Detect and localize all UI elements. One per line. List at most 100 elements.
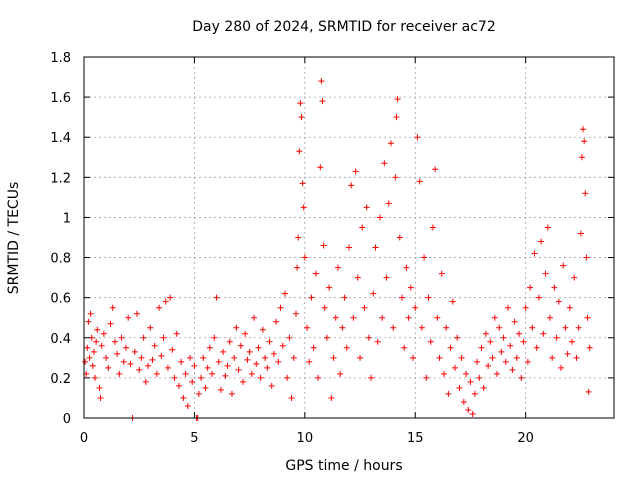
data-point — [264, 364, 271, 371]
data-point — [164, 364, 171, 371]
data-point — [182, 370, 189, 377]
data-point — [319, 98, 326, 105]
data-point — [301, 254, 308, 261]
data-point — [502, 358, 509, 365]
data-point — [244, 356, 251, 363]
data-point — [131, 348, 138, 355]
data-point — [268, 382, 275, 389]
data-point — [334, 264, 341, 271]
data-point — [438, 270, 445, 277]
data-point — [560, 262, 567, 269]
data-point — [246, 348, 253, 355]
data-point — [531, 250, 538, 257]
data-point — [295, 234, 302, 241]
y-tick-labels: 0 0.2 0.4 0.6 0.8 1 1.2 1.4 1.6 1.8 — [50, 51, 71, 427]
y-tick-label: 1 — [63, 211, 71, 226]
x-tick-label: 5 — [190, 431, 198, 446]
data-point — [476, 374, 483, 381]
data-point — [520, 338, 527, 345]
data-point — [318, 78, 325, 85]
data-point — [381, 160, 388, 167]
data-point — [535, 294, 542, 301]
data-point — [253, 360, 260, 367]
data-point — [308, 294, 315, 301]
data-point — [187, 354, 193, 361]
data-point — [478, 344, 485, 351]
data-point — [198, 374, 205, 381]
grid-lines — [84, 57, 614, 418]
data-point — [184, 402, 191, 409]
data-point — [361, 304, 368, 311]
data-point — [339, 324, 346, 331]
data-point — [359, 224, 366, 231]
data-point — [374, 338, 381, 345]
data-point — [562, 324, 569, 331]
data-point — [297, 100, 304, 107]
data-point — [357, 354, 364, 361]
data-point — [412, 304, 419, 311]
data-point — [167, 294, 174, 301]
data-point — [337, 370, 344, 377]
data-point — [300, 204, 307, 211]
data-point — [416, 178, 423, 185]
data-point — [156, 304, 163, 311]
data-point — [281, 290, 288, 297]
data-point — [92, 374, 99, 381]
data-point — [89, 362, 96, 369]
data-point — [231, 354, 238, 361]
data-point — [173, 330, 180, 337]
data-point — [87, 310, 94, 317]
data-point — [485, 362, 492, 369]
data-point — [445, 390, 452, 397]
data-point — [140, 334, 147, 341]
data-point — [237, 342, 244, 349]
data-point — [217, 386, 224, 393]
data-point — [275, 358, 282, 365]
data-point — [399, 294, 405, 301]
data-point — [86, 354, 93, 361]
data-point — [454, 334, 461, 341]
data-point — [122, 344, 129, 351]
data-point — [365, 334, 372, 341]
data-point — [93, 338, 100, 345]
data-point — [330, 354, 337, 361]
data-point — [151, 342, 158, 349]
y-tick-label: 0.6 — [50, 292, 71, 307]
x-tick-label: 0 — [80, 431, 88, 446]
data-point — [251, 314, 258, 321]
data-point — [491, 314, 498, 321]
data-point — [206, 344, 213, 351]
data-point — [98, 342, 105, 349]
data-point — [323, 334, 330, 341]
data-point — [578, 154, 585, 161]
data-point — [242, 330, 249, 337]
data-point — [107, 320, 114, 327]
data-point — [169, 346, 176, 353]
data-point — [111, 338, 118, 345]
chart-title: Day 280 of 2024, SRMTID for receiver ac7… — [192, 19, 496, 35]
data-point — [511, 318, 518, 325]
data-point — [240, 378, 246, 385]
data-point — [544, 224, 551, 231]
data-point — [195, 390, 202, 397]
data-point — [524, 358, 531, 365]
data-point — [235, 366, 242, 373]
data-point — [540, 330, 547, 337]
data-point — [96, 384, 103, 391]
data-point — [460, 398, 467, 405]
data-point — [299, 180, 306, 187]
data-point — [298, 114, 305, 121]
data-point — [368, 374, 375, 381]
data-point — [379, 314, 386, 321]
data-point — [496, 324, 503, 331]
data-point — [480, 384, 487, 391]
data-point — [401, 344, 408, 351]
data-point — [209, 370, 216, 377]
data-point — [443, 324, 450, 331]
data-point — [527, 284, 534, 291]
data-point — [376, 214, 383, 221]
data-point — [189, 378, 196, 385]
data-point — [440, 370, 447, 377]
data-point — [226, 338, 233, 345]
data-point — [507, 342, 514, 349]
